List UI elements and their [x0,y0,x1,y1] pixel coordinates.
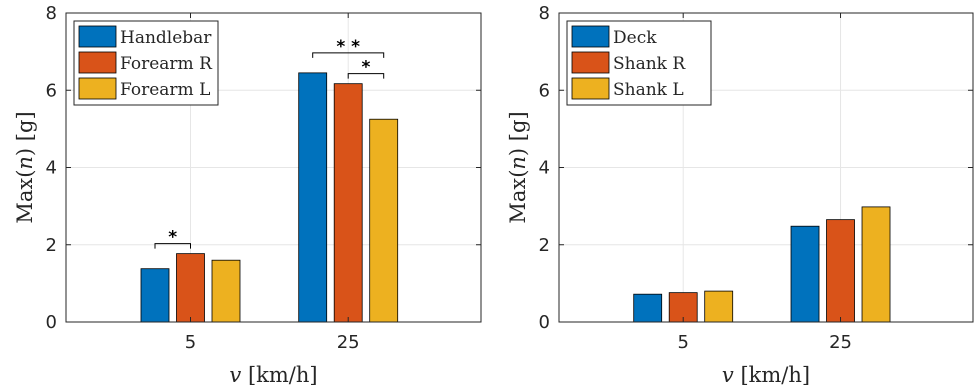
significance-line [154,243,191,249]
significance-bracket: * [154,228,191,249]
x-tick-label: 25 [829,332,852,353]
x-axis-label: v [km/h] [229,363,317,387]
legend-swatch [78,77,117,100]
bar-shank-l-25 [861,206,891,323]
legend-swatch [571,77,610,100]
legend-label: Forearm L [120,80,210,100]
legend-swatch [78,51,117,74]
significance-bracket: * [347,58,385,79]
x-axis-unit: [km/h] [734,363,810,387]
legend-label: Shank R [613,54,686,74]
x-axis-variable: v [229,363,241,387]
bar-forearm-r-5 [176,253,205,323]
y-tick-label: 6 [46,80,57,101]
y-tick-label: 0 [46,312,57,333]
y-axis-label: Max(n) [g] [13,111,37,223]
legend-label: Forearm R [120,54,213,74]
significance-label: * [168,228,177,248]
significance-line [312,52,385,58]
y-axis-label: Max(n) [g] [506,111,530,223]
significance-label: * * [336,37,360,57]
legend-swatch [571,25,610,48]
y-axis-variable: n [506,156,530,170]
y-axis-variable: n [13,156,37,170]
bar-handlebar-25 [298,72,328,323]
bar-shank-l-5 [704,290,734,323]
x-axis-unit: [km/h] [241,363,317,387]
y-axis-suffix: ) [g] [506,111,530,156]
legend-label: Handlebar [120,28,212,48]
y-tick-label: 2 [539,235,550,256]
legend: Deck Shank R Shank L [566,20,712,106]
bar-forearm-r-25 [333,83,363,323]
y-axis-prefix: Max( [506,170,530,224]
y-tick-label: 0 [539,312,550,333]
bar-forearm-l-5 [211,259,241,323]
x-tick-label: 5 [185,332,196,353]
y-tick-label: 8 [539,3,550,24]
legend-label: Deck [613,28,657,48]
significance-line [347,73,385,79]
x-axis-label: v [km/h] [722,363,810,387]
bar-handlebar-5 [140,268,170,323]
chart-panel-2: 0 2 4 6 8 5 25 v [km/h] Max(n) [g] Deck Shank R Sha… [506,3,974,387]
bar-shank-r-25 [826,219,855,323]
y-tick-label: 8 [46,3,57,24]
x-tick-label: 5 [677,332,688,353]
y-tick-label: 6 [539,80,550,101]
x-tick-label: 25 [337,332,360,353]
legend: Handlebar Forearm R Forearm L [73,20,219,106]
legend-swatch [78,25,117,48]
x-axis-variable: v [722,363,734,387]
y-axis-suffix: ) [g] [13,111,37,156]
y-tick-label: 4 [46,158,57,179]
y-axis-prefix: Max( [13,170,37,224]
legend-swatch [571,51,610,74]
legend-label: Shank L [613,80,684,100]
bar-deck-5 [633,293,663,323]
y-tick-label: 4 [539,158,550,179]
y-tick-label: 2 [46,235,57,256]
significance-label: * [362,58,371,78]
bar-forearm-l-25 [369,118,399,323]
significance-bracket: * * [312,37,385,58]
bar-deck-25 [790,225,820,323]
